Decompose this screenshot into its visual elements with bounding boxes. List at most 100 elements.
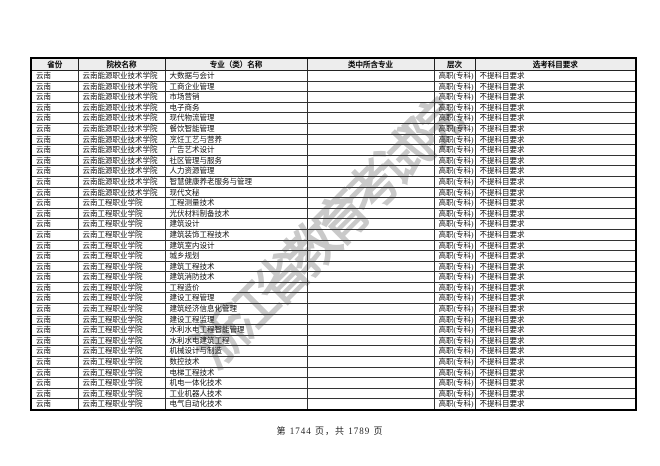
cell-major: 建设工程管理 bbox=[164, 292, 308, 305]
cell-subject-requirement: 不提科目要求 bbox=[474, 70, 637, 82]
cell-school: 云南工程职业学院 bbox=[77, 260, 166, 273]
cell-level: 高职(专科) bbox=[433, 303, 476, 315]
table-row: 云南 云南工程职业学院 建筑消防技术 高职(专科) 不提科目要求 bbox=[30, 271, 637, 283]
cell-province: 云南 bbox=[30, 154, 79, 167]
cell-subject-requirement: 不提科目要求 bbox=[474, 197, 637, 209]
cell-level: 高职(专科) bbox=[433, 133, 476, 146]
cell-school: 云南工程职业学院 bbox=[77, 207, 166, 220]
cell-level: 高职(专科) bbox=[433, 313, 476, 326]
table-row: 云南 云南工程职业学院 建设工程监理 高职(专科) 不提科目要求 bbox=[30, 313, 637, 326]
cell-included-majors bbox=[306, 218, 435, 230]
cell-province: 云南 bbox=[30, 175, 79, 188]
cell-subject-requirement: 不提科目要求 bbox=[474, 133, 637, 146]
table-row: 云南 云南工程职业学院 建设工程管理 高职(专科) 不提科目要求 bbox=[30, 292, 637, 305]
cell-included-majors bbox=[306, 313, 435, 326]
cell-school: 云南工程职业学院 bbox=[77, 239, 166, 252]
table-row: 云南 云南能源职业技术学院 人力资源管理 高职(专科) 不提科目要求 bbox=[30, 165, 637, 177]
cell-subject-requirement: 不提科目要求 bbox=[474, 334, 637, 347]
cell-included-majors bbox=[306, 303, 435, 315]
cell-province: 云南 bbox=[30, 197, 79, 209]
cell-province: 云南 bbox=[30, 377, 79, 389]
header-school: 院校名称 bbox=[77, 57, 166, 71]
table-row: 云南 云南工程职业学院 建筑装饰工程技术 高职(专科) 不提科目要求 bbox=[30, 228, 637, 241]
cell-included-majors bbox=[306, 122, 435, 135]
cell-subject-requirement: 不提科目要求 bbox=[474, 154, 637, 167]
cell-subject-requirement: 不提科目要求 bbox=[474, 366, 637, 379]
cell-subject-requirement: 不提科目要求 bbox=[474, 91, 637, 103]
table-row: 云南 云南工程职业学院 电梯工程技术 高职(专科) 不提科目要求 bbox=[30, 366, 637, 379]
cell-subject-requirement: 不提科目要求 bbox=[474, 175, 637, 188]
cell-major: 建筑工程技术 bbox=[164, 260, 308, 273]
table-row: 云南 云南工程职业学院 水利水电工程智能管理 高职(专科) 不提科目要求 bbox=[30, 324, 637, 336]
cell-school: 云南能源职业技术学院 bbox=[77, 91, 166, 103]
cell-school: 云南能源职业技术学院 bbox=[77, 186, 166, 199]
cell-level: 高职(专科) bbox=[433, 377, 476, 389]
cell-included-majors bbox=[306, 197, 435, 209]
cell-included-majors bbox=[306, 387, 435, 400]
cell-major: 数控技术 bbox=[164, 356, 308, 368]
table-row: 云南 云南能源职业技术学院 社区管理与服务 高职(专科) 不提科目要求 bbox=[30, 154, 637, 167]
cell-major: 现代文秘 bbox=[164, 186, 308, 199]
cell-level: 高职(专科) bbox=[433, 186, 476, 199]
cell-included-majors bbox=[306, 292, 435, 305]
cell-level: 高职(专科) bbox=[433, 239, 476, 252]
cell-school: 云南工程职业学院 bbox=[77, 292, 166, 305]
cell-included-majors bbox=[306, 91, 435, 103]
cell-level: 高职(专科) bbox=[433, 218, 476, 230]
cell-province: 云南 bbox=[30, 186, 79, 199]
cell-school: 云南工程职业学院 bbox=[77, 250, 166, 262]
table-row: 云南 云南能源职业技术学院 广告艺术设计 高职(专科) 不提科目要求 bbox=[30, 144, 637, 156]
cell-included-majors bbox=[306, 281, 435, 294]
cell-major: 水利水电建筑工程 bbox=[164, 334, 308, 347]
cell-province: 云南 bbox=[30, 91, 79, 103]
table-row: 云南 云南工程职业学院 建筑工程技术 高职(专科) 不提科目要求 bbox=[30, 260, 637, 273]
cell-major: 机械设计与制造 bbox=[164, 345, 308, 358]
cell-level: 高职(专科) bbox=[433, 122, 476, 135]
cell-province: 云南 bbox=[30, 260, 79, 273]
cell-level: 高职(专科) bbox=[433, 281, 476, 294]
cell-level: 高职(专科) bbox=[433, 112, 476, 124]
header-level: 层次 bbox=[433, 57, 476, 71]
cell-included-majors bbox=[306, 260, 435, 273]
cell-province: 云南 bbox=[30, 101, 79, 114]
table-row: 云南 云南工程职业学院 光伏材料制备技术 高职(专科) 不提科目要求 bbox=[30, 207, 637, 220]
cell-province: 云南 bbox=[30, 133, 79, 146]
cell-province: 云南 bbox=[30, 356, 79, 368]
header-included-majors: 类中所含专业 bbox=[306, 57, 435, 71]
cell-included-majors bbox=[306, 398, 435, 411]
cell-major: 水利水电工程智能管理 bbox=[164, 324, 308, 336]
cell-level: 高职(专科) bbox=[433, 91, 476, 103]
cell-level: 高职(专科) bbox=[433, 324, 476, 336]
cell-subject-requirement: 不提科目要求 bbox=[474, 228, 637, 241]
cell-province: 云南 bbox=[30, 324, 79, 336]
cell-major: 电梯工程技术 bbox=[164, 366, 308, 379]
table-row: 云南 云南工程职业学院 机电一体化技术 高职(专科) 不提科目要求 bbox=[30, 377, 637, 389]
table-row: 云南 云南能源职业技术学院 烹饪工艺与营养 高职(专科) 不提科目要求 bbox=[30, 133, 637, 146]
page-number: 第 1744 页，共 1789 页 bbox=[276, 426, 384, 436]
cell-province: 云南 bbox=[30, 345, 79, 358]
table-row: 云南 云南能源职业技术学院 工商企业管理 高职(专科) 不提科目要求 bbox=[30, 80, 637, 93]
cell-subject-requirement: 不提科目要求 bbox=[474, 207, 637, 220]
cell-level: 高职(专科) bbox=[433, 70, 476, 82]
cell-level: 高职(专科) bbox=[433, 144, 476, 156]
cell-level: 高职(专科) bbox=[433, 250, 476, 262]
cell-province: 云南 bbox=[30, 70, 79, 82]
cell-major: 建设工程监理 bbox=[164, 313, 308, 326]
cell-major: 工商企业管理 bbox=[164, 80, 308, 93]
cell-school: 云南工程职业学院 bbox=[77, 377, 166, 389]
cell-level: 高职(专科) bbox=[433, 398, 476, 411]
cell-included-majors bbox=[306, 250, 435, 262]
cell-included-majors bbox=[306, 345, 435, 358]
cell-major: 烹饪工艺与营养 bbox=[164, 133, 308, 146]
cell-major: 智慧健康养老服务与管理 bbox=[164, 175, 308, 188]
cell-province: 云南 bbox=[30, 271, 79, 283]
cell-province: 云南 bbox=[30, 366, 79, 379]
cell-included-majors bbox=[306, 144, 435, 156]
cell-major: 城乡规划 bbox=[164, 250, 308, 262]
cell-subject-requirement: 不提科目要求 bbox=[474, 239, 637, 252]
cell-level: 高职(专科) bbox=[433, 356, 476, 368]
cell-school: 云南工程职业学院 bbox=[77, 356, 166, 368]
cell-subject-requirement: 不提科目要求 bbox=[474, 260, 637, 273]
cell-province: 云南 bbox=[30, 334, 79, 347]
table-row: 云南 云南能源职业技术学院 现代物流管理 高职(专科) 不提科目要求 bbox=[30, 112, 637, 124]
